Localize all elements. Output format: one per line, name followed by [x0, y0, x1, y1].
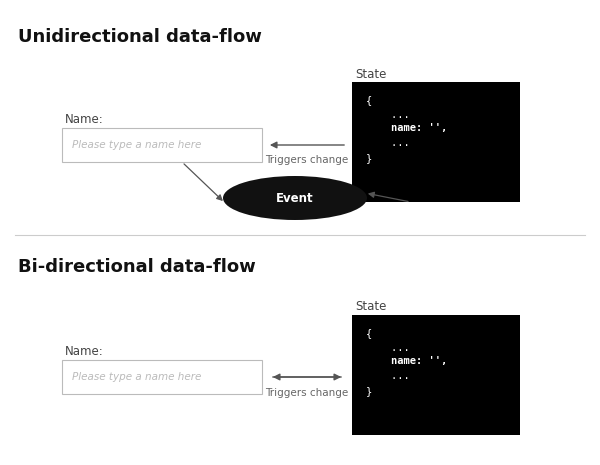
FancyBboxPatch shape: [352, 315, 520, 435]
Text: State: State: [355, 68, 386, 81]
Text: }: }: [366, 153, 372, 163]
Ellipse shape: [223, 176, 367, 220]
Text: ...: ...: [366, 343, 410, 353]
Text: }: }: [366, 386, 372, 396]
FancyBboxPatch shape: [352, 82, 520, 202]
Text: Name:: Name:: [65, 345, 104, 358]
Text: ...: ...: [366, 138, 410, 148]
Text: Please type a name here: Please type a name here: [72, 140, 202, 150]
Text: Bi-directional data-flow: Bi-directional data-flow: [18, 258, 256, 276]
Text: name: '',: name: '',: [366, 356, 447, 366]
Text: name: '',: name: '',: [366, 123, 447, 133]
FancyBboxPatch shape: [62, 128, 262, 162]
Text: {: {: [366, 95, 372, 105]
Text: ...: ...: [366, 371, 410, 381]
Text: Triggers change: Triggers change: [265, 388, 349, 398]
Text: Unidirectional data-flow: Unidirectional data-flow: [18, 28, 262, 46]
Text: Event: Event: [276, 192, 314, 205]
Text: ...: ...: [366, 110, 410, 120]
FancyBboxPatch shape: [62, 360, 262, 394]
Text: Please type a name here: Please type a name here: [72, 372, 202, 382]
Text: Name:: Name:: [65, 113, 104, 126]
Text: {: {: [366, 328, 372, 338]
Text: State: State: [355, 300, 386, 313]
Text: Triggers change: Triggers change: [265, 155, 349, 165]
